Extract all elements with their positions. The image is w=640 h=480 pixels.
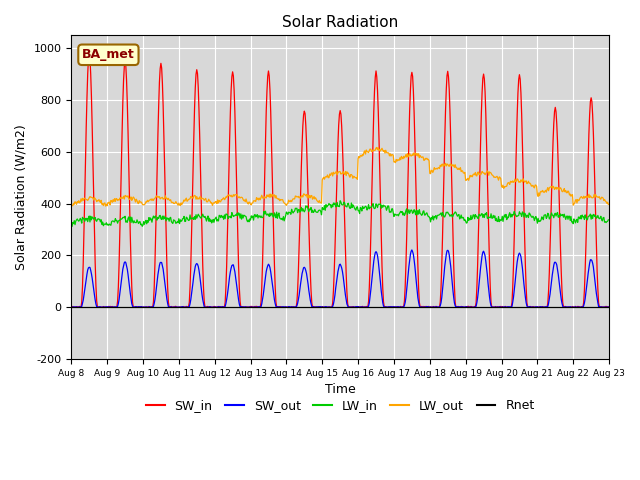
LW_out <box>422 156 430 162</box>
SW_out <box>68 304 76 310</box>
LW_out <box>216 199 224 204</box>
SW_in <box>85 51 93 57</box>
LW_in <box>67 218 75 224</box>
LW_in <box>406 208 414 214</box>
LW_out <box>77 196 85 202</box>
SW_out <box>408 247 416 253</box>
Rnet <box>187 304 195 310</box>
Rnet <box>77 304 85 310</box>
LW_out <box>604 202 612 207</box>
X-axis label: Time: Time <box>324 383 356 396</box>
SW_out <box>67 304 75 310</box>
Line: LW_in: LW_in <box>71 201 608 227</box>
LW_in <box>78 220 86 226</box>
SW_out <box>604 304 612 310</box>
Line: SW_in: SW_in <box>71 54 608 307</box>
LW_out <box>133 198 141 204</box>
Rnet <box>67 304 75 310</box>
LW_out <box>188 194 195 200</box>
SW_out <box>188 291 195 297</box>
LW_out <box>406 152 414 158</box>
Rnet <box>215 304 223 310</box>
SW_in <box>77 304 85 310</box>
Y-axis label: Solar Radiation (W/m2): Solar Radiation (W/m2) <box>15 124 28 270</box>
LW_out <box>373 144 381 150</box>
SW_in <box>67 304 75 310</box>
SW_in <box>216 304 224 310</box>
SW_out <box>216 304 224 310</box>
LW_in <box>422 211 430 216</box>
SW_out <box>133 304 141 310</box>
Line: SW_out: SW_out <box>71 250 608 307</box>
Text: BA_met: BA_met <box>82 48 135 61</box>
LW_in <box>68 224 76 229</box>
SW_in <box>133 304 141 310</box>
SW_in <box>188 234 195 240</box>
Rnet <box>420 304 428 310</box>
SW_out <box>406 257 413 263</box>
Line: LW_out: LW_out <box>71 147 608 206</box>
SW_out <box>78 303 86 309</box>
LW_out <box>102 203 109 209</box>
LW_in <box>133 217 141 223</box>
LW_in <box>337 198 344 204</box>
Rnet <box>604 304 612 310</box>
Legend: SW_in, SW_out, LW_in, LW_out, Rnet: SW_in, SW_out, LW_in, LW_out, Rnet <box>141 395 540 418</box>
SW_in <box>422 304 429 310</box>
Rnet <box>132 304 140 310</box>
SW_out <box>422 304 430 310</box>
LW_in <box>604 217 612 223</box>
Rnet <box>405 304 413 310</box>
LW_out <box>67 203 75 208</box>
Title: Solar Radiation: Solar Radiation <box>282 15 398 30</box>
SW_in <box>604 304 612 310</box>
SW_in <box>406 108 413 114</box>
LW_in <box>188 216 195 221</box>
LW_in <box>216 213 224 218</box>
